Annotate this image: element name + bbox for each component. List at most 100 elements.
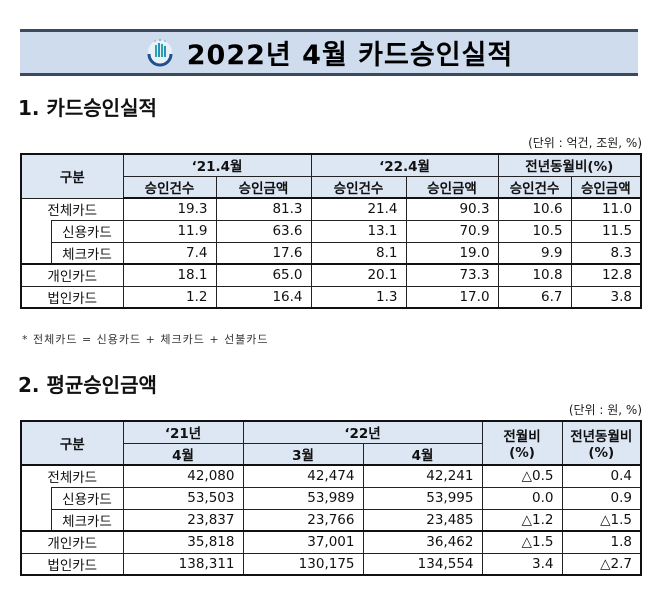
table-row: 체크카드 23,837 23,766 23,485 △1.2 △1.5 <box>20 508 642 532</box>
table-row: 개인카드 18.1 65.0 20.1 73.3 10.8 12.8 <box>20 263 642 287</box>
indent-spacer <box>20 487 52 509</box>
row-label: 법인카드 <box>20 285 124 309</box>
section1-heading: 1. 카드승인실적 <box>18 96 157 120</box>
cell-count-yoy: 10.6 <box>497 197 572 221</box>
header-yoy: 전년동월비 (%) <box>561 420 642 466</box>
cell-apr-2022: 42,241 <box>362 464 483 488</box>
cell-mar-2022: 37,001 <box>242 530 364 554</box>
header-count-2022: 승인건수 <box>310 175 407 199</box>
header-yoy-line2: (%) <box>588 445 615 461</box>
cell-yoy: 1.8 <box>561 530 642 554</box>
cell-count-2021: 1.2 <box>122 285 217 309</box>
indent-spacer <box>20 242 52 264</box>
header-mar-2022: 3월 <box>242 442 364 466</box>
agency-emblem-icon <box>147 38 173 66</box>
cell-mom: 3.4 <box>481 552 563 576</box>
table-row: 신용카드 11.9 63.6 13.1 70.9 10.5 11.5 <box>20 219 642 243</box>
cell-amount-2022: 73.3 <box>405 263 499 287</box>
header-yoy: 전년동월비(%) <box>497 153 642 177</box>
cell-apr-2021: 35,818 <box>122 530 244 554</box>
row-label: 개인카드 <box>20 530 124 554</box>
cell-amount-2021: 81.3 <box>215 197 312 221</box>
cell-apr-2022: 134,554 <box>362 552 483 576</box>
row-label: 법인카드 <box>20 552 124 576</box>
cell-count-yoy: 10.8 <box>497 263 572 287</box>
row-label: 전체카드 <box>20 197 124 220</box>
table-row: 체크카드 7.4 17.6 8.1 19.0 9.9 8.3 <box>20 241 642 265</box>
cell-apr-2021: 23,837 <box>122 508 244 532</box>
header-2021-apr: ‘21.4월 <box>122 153 312 177</box>
cell-amount-2022: 90.3 <box>405 197 499 221</box>
section1-unit: (단위 : 억건, 조원, %) <box>528 136 642 150</box>
section2-unit: (단위 : 원, %) <box>568 403 642 417</box>
cell-count-yoy: 9.9 <box>497 241 572 265</box>
cell-count-2021: 7.4 <box>122 241 217 265</box>
table-row: 법인카드 1.2 16.4 1.3 17.0 6.7 3.8 <box>20 285 642 309</box>
cell-count-2021: 19.3 <box>122 197 217 221</box>
header-apr-2022: 4월 <box>362 442 483 466</box>
row-label: 체크카드 <box>50 241 124 265</box>
cell-apr-2022: 36,462 <box>362 530 483 554</box>
header-count-2021: 승인건수 <box>122 175 217 199</box>
cell-amount-2021: 17.6 <box>215 241 312 265</box>
cell-apr-2022: 23,485 <box>362 508 483 532</box>
card-approval-table: 구분 ‘21.4월 ‘22.4월 전년동월비(%) 승인건수 승인금액 승인건수… <box>20 153 643 309</box>
header-mom: 전월비 (%) <box>481 420 563 466</box>
cell-apr-2021: 42,080 <box>122 464 244 488</box>
cell-amount-2021: 16.4 <box>215 285 312 309</box>
header-apr-2021: 4월 <box>122 442 244 466</box>
row-label: 신용카드 <box>50 486 124 510</box>
cell-amount-yoy: 3.8 <box>570 285 642 309</box>
cell-count-2021: 18.1 <box>122 263 217 287</box>
title-banner: 2022년 4월 카드승인실적 <box>20 29 638 76</box>
cell-yoy: 0.4 <box>561 464 642 488</box>
cell-amount-2022: 19.0 <box>405 241 499 265</box>
cell-count-2022: 20.1 <box>310 263 407 287</box>
cell-amount-yoy: 12.8 <box>570 263 642 287</box>
table-row: 신용카드 53,503 53,989 53,995 0.0 0.9 <box>20 486 642 510</box>
cell-count-2021: 11.9 <box>122 219 217 243</box>
cell-yoy: 0.9 <box>561 486 642 510</box>
cell-count-2022: 21.4 <box>310 197 407 221</box>
section2-heading: 2. 평균승인금액 <box>18 373 157 397</box>
cell-mar-2022: 42,474 <box>242 464 364 488</box>
cell-count-2022: 13.1 <box>310 219 407 243</box>
cell-apr-2022: 53,995 <box>362 486 483 510</box>
cell-mom: △1.5 <box>481 530 563 554</box>
header-yoy-line1: 전년동월비 <box>570 429 633 445</box>
header-2022: ‘22년 <box>242 420 483 444</box>
header-2021: ‘21년 <box>122 420 244 444</box>
header-amount-yoy: 승인금액 <box>570 175 642 199</box>
cell-amount-2021: 63.6 <box>215 219 312 243</box>
table-row: 개인카드 35,818 37,001 36,462 △1.5 1.8 <box>20 530 642 554</box>
cell-amount-2021: 65.0 <box>215 263 312 287</box>
cell-amount-2022: 70.9 <box>405 219 499 243</box>
row-label: 전체카드 <box>20 464 124 487</box>
cell-amount-yoy: 8.3 <box>570 241 642 265</box>
header-category: 구분 <box>20 153 124 199</box>
cell-mom: △1.2 <box>481 508 563 532</box>
cell-yoy: △1.5 <box>561 508 642 532</box>
header-amount-2022: 승인금액 <box>405 175 499 199</box>
cell-count-2022: 8.1 <box>310 241 407 265</box>
header-amount-2021: 승인금액 <box>215 175 312 199</box>
table-row: 전체카드 42,080 42,474 42,241 △0.5 0.4 <box>20 464 642 488</box>
table-row: 전체카드 19.3 81.3 21.4 90.3 10.6 11.0 <box>20 197 642 221</box>
footnote: * 전체카드 = 신용카드 + 체크카드 + 선불카드 <box>22 333 269 346</box>
header-mom-line2: (%) <box>509 445 535 461</box>
header-count-yoy: 승인건수 <box>497 175 572 199</box>
cell-mom: 0.0 <box>481 486 563 510</box>
cell-yoy: △2.7 <box>561 552 642 576</box>
row-label: 신용카드 <box>50 219 124 243</box>
cell-amount-yoy: 11.0 <box>570 197 642 221</box>
cell-mar-2022: 130,175 <box>242 552 364 576</box>
cell-apr-2021: 53,503 <box>122 486 244 510</box>
cell-count-2022: 1.3 <box>310 285 407 309</box>
row-label: 개인카드 <box>20 263 124 287</box>
cell-count-yoy: 10.5 <box>497 219 572 243</box>
table-row: 법인카드 138,311 130,175 134,554 3.4 △2.7 <box>20 552 642 576</box>
avg-approval-table: 구분 ‘21년 ‘22년 전월비 (%) 전년동월비 (%) 4월 3월 4월 … <box>20 420 642 576</box>
header-category: 구분 <box>20 420 124 466</box>
cell-amount-2022: 17.0 <box>405 285 499 309</box>
row-label: 체크카드 <box>50 508 124 532</box>
